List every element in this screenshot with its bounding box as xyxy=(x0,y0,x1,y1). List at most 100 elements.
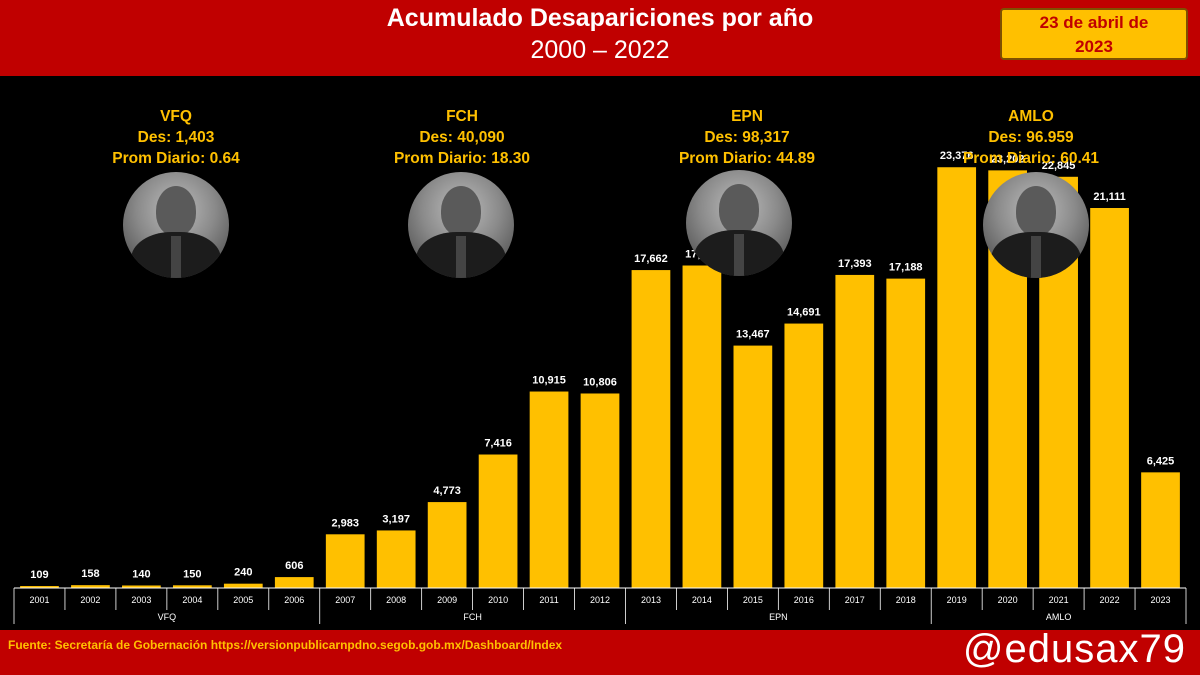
epn-portrait-icon xyxy=(686,170,792,276)
bar-2022 xyxy=(1090,208,1129,588)
bar-2006 xyxy=(274,577,314,588)
bar-2018 xyxy=(886,278,926,588)
data-label-2009: 4,773 xyxy=(433,485,461,497)
amlo-portrait-icon xyxy=(983,172,1089,278)
x-tick-label-2006: 2006 xyxy=(284,595,304,605)
x-tick-label-2005: 2005 xyxy=(233,595,253,605)
x-tick-label-2016: 2016 xyxy=(794,595,814,605)
bar-2019 xyxy=(937,167,977,588)
bar-chart: 109 2001 158 2002 140 2003 150 2004 240 2005 606 20… xyxy=(13,150,1187,624)
bar-2015 xyxy=(733,345,773,588)
bar-2002 xyxy=(71,585,110,588)
group-label-fch: FCH xyxy=(463,612,482,622)
group-label-amlo: AMLO xyxy=(1046,612,1072,622)
x-tick-label-2020: 2020 xyxy=(998,595,1018,605)
data-label-2004: 150 xyxy=(183,568,201,580)
data-label-2003: 140 xyxy=(132,568,150,580)
data-label-2019: 23,376 xyxy=(940,150,974,162)
header-bar: Acumulado Desapariciones por año 2000 – … xyxy=(0,0,1200,76)
data-label-2013: 17,662 xyxy=(634,253,668,265)
x-tick-label-2001: 2001 xyxy=(29,595,49,605)
data-label-2011: 10,915 xyxy=(532,375,566,387)
data-label-2021: 22,845 xyxy=(1042,160,1076,172)
x-tick-label-2009: 2009 xyxy=(437,595,457,605)
bar-2014 xyxy=(682,265,722,588)
x-tick-label-2004: 2004 xyxy=(182,595,202,605)
x-tick-label-2002: 2002 xyxy=(80,595,100,605)
x-tick-label-2008: 2008 xyxy=(386,595,406,605)
footer-bar: Fuente: Secretaría de Gobernación https:… xyxy=(0,627,1200,675)
chart-title: Acumulado Desapariciones por año xyxy=(386,4,814,32)
x-tick-label-2010: 2010 xyxy=(488,595,508,605)
data-label-2006: 606 xyxy=(285,560,303,572)
president-amlo-summary: AMLO Des: 96.959 Prom Diario: 60.41 xyxy=(921,106,1141,169)
president-des: Des: 96.959 xyxy=(988,129,1074,146)
bar-2009 xyxy=(427,502,467,588)
fch-portrait-icon xyxy=(408,172,514,278)
bar-2005 xyxy=(223,583,263,588)
data-label-2005: 240 xyxy=(234,567,252,579)
group-label-vfq: VFQ xyxy=(158,612,177,622)
data-label-2008: 3,197 xyxy=(382,513,410,525)
bar-2012 xyxy=(580,393,620,588)
x-tick-label-2007: 2007 xyxy=(335,595,355,605)
president-vfq-summary: VFQ Des: 1,403 Prom Diario: 0.64 xyxy=(66,106,286,169)
bar-2007 xyxy=(325,534,365,588)
bar-2023 xyxy=(1141,472,1180,588)
president-fch-summary: FCH Des: 40,090 Prom Diario: 18.30 xyxy=(352,106,572,169)
group-label-epn: EPN xyxy=(769,612,788,622)
date-line-1: 23 de abril de xyxy=(1039,13,1149,32)
data-label-2012: 10,806 xyxy=(583,376,617,388)
date-line-2: 2023 xyxy=(1075,37,1113,56)
president-des: Des: 1,403 xyxy=(137,129,215,146)
x-tick-label-2022: 2022 xyxy=(1100,595,1120,605)
x-tick-label-2011: 2011 xyxy=(539,595,558,605)
x-tick-label-2013: 2013 xyxy=(641,595,661,605)
president-des: Des: 98,317 xyxy=(704,129,790,146)
president-prom: Prom Diario: 0.64 xyxy=(112,150,240,167)
x-tick-label-2023: 2023 xyxy=(1151,595,1171,605)
bar-2017 xyxy=(835,274,875,588)
data-label-2002: 158 xyxy=(81,568,99,580)
bar-2011 xyxy=(529,391,569,588)
bar-2008 xyxy=(376,530,416,588)
president-epn-summary: EPN Des: 98,317 Prom Diario: 44.89 xyxy=(637,106,857,169)
x-tick-label-2003: 2003 xyxy=(131,595,151,605)
bar-2010 xyxy=(478,454,518,588)
data-label-2010: 7,416 xyxy=(484,438,512,450)
bar-2004 xyxy=(172,585,212,588)
x-tick-label-2012: 2012 xyxy=(590,595,610,605)
president-name: AMLO xyxy=(1008,108,1054,125)
bar-2003 xyxy=(122,585,161,588)
vfq-portrait-icon xyxy=(123,172,229,278)
x-tick-label-2019: 2019 xyxy=(947,595,967,605)
date-badge: 23 de abril de 2023 xyxy=(1000,8,1188,60)
x-tick-label-2014: 2014 xyxy=(692,595,712,605)
data-label-2007: 2,983 xyxy=(331,517,359,529)
x-tick-label-2015: 2015 xyxy=(743,595,763,605)
data-label-2001: 109 xyxy=(30,569,48,581)
data-label-2017: 17,393 xyxy=(838,258,872,270)
data-label-2020: 23,202 xyxy=(991,153,1025,165)
bar-2013 xyxy=(631,270,671,588)
author-handle: @edusax79 xyxy=(962,627,1186,671)
x-tick-label-2018: 2018 xyxy=(896,595,916,605)
data-label-2023: 6,425 xyxy=(1147,455,1175,467)
data-label-2016: 14,691 xyxy=(787,307,821,319)
source-note: Fuente: Secretaría de Gobernación https:… xyxy=(8,638,563,652)
president-prom: Prom Diario: 18.30 xyxy=(393,150,531,167)
x-tick-label-2021: 2021 xyxy=(1049,595,1069,605)
bar-2001 xyxy=(20,586,59,588)
data-label-2018: 17,188 xyxy=(889,262,923,274)
chart-subtitle: 2000 – 2022 xyxy=(530,36,670,64)
president-name: VFQ xyxy=(160,108,192,125)
president-name: FCH xyxy=(446,108,478,125)
president-prom: Prom Diario: 60.41 xyxy=(962,150,1100,167)
data-label-2022: 21,111 xyxy=(1093,191,1125,203)
president-name: EPN xyxy=(731,108,763,125)
bar-2016 xyxy=(784,323,824,588)
x-tick-label-2017: 2017 xyxy=(845,595,865,605)
president-prom: Prom Diario: 44.89 xyxy=(678,150,816,167)
president-des: Des: 40,090 xyxy=(419,129,505,146)
data-label-2015: 13,467 xyxy=(736,329,770,341)
